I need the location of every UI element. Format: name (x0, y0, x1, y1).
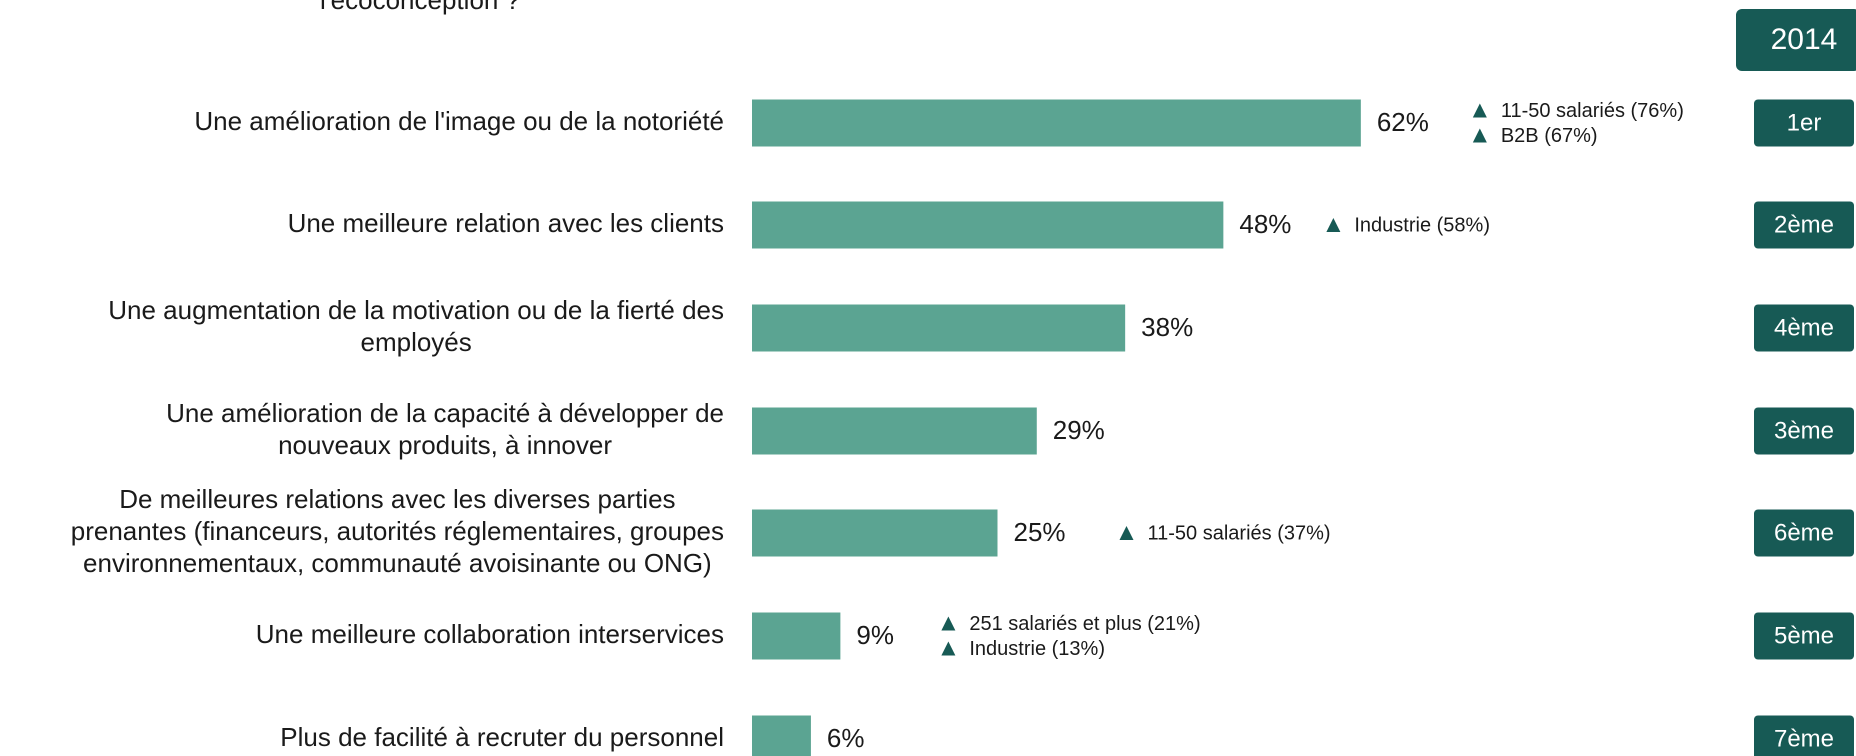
category-label: Une augmentation de la motivation ou de … (108, 295, 724, 325)
category-label: environnementaux, communauté avoisinante… (83, 548, 712, 578)
bar (752, 201, 1224, 249)
rank-badge (1754, 509, 1854, 557)
category-label: nouveaux produits, à innover (278, 430, 612, 460)
annotation: Industrie (13%) (969, 638, 1105, 660)
rank-label: 5ème (1774, 622, 1834, 649)
year-label: 2014 (1771, 23, 1838, 56)
annotation-arrow (1472, 128, 1487, 143)
year-badge (1736, 9, 1856, 71)
rank-badge (1754, 407, 1854, 455)
bar (752, 99, 1361, 147)
rank-badge (1754, 99, 1854, 147)
rank-badge (1754, 304, 1854, 352)
annotation: 11-50 salariés (76%) (1501, 100, 1684, 122)
chart-title: l'écoconception ? (320, 0, 520, 15)
bar (752, 304, 1126, 352)
rank-label: 2ème (1774, 211, 1834, 238)
annotation-arrow (1326, 218, 1341, 232)
rank-label: 6ème (1774, 519, 1834, 546)
bar (752, 612, 841, 660)
annotation-arrow (941, 616, 956, 631)
annotation-arrow (1472, 103, 1487, 118)
rank-label: 4ème (1774, 314, 1834, 341)
category-label: Une amélioration de la capacité à dévelo… (166, 398, 724, 428)
value-label: 62% (1377, 107, 1429, 137)
rank-label: 7ème (1774, 725, 1834, 752)
annotation-arrow (1119, 526, 1134, 540)
category-label: Une amélioration de l'image ou de la not… (194, 106, 724, 136)
rank-badge (1754, 201, 1854, 249)
annotation-arrow (941, 641, 956, 656)
value-label: 29% (1053, 415, 1105, 445)
annotation: B2B (67%) (1501, 125, 1598, 147)
category-label: prenantes (financeurs, autorités régleme… (71, 516, 724, 546)
rank-label: 1er (1787, 109, 1822, 136)
category-label: Une meilleure collaboration interservice… (256, 619, 724, 649)
category-label: Une meilleure relation avec les clients (288, 208, 724, 238)
category-label: Plus de facilité à recruter du personnel (280, 722, 724, 752)
annotation: 11-50 salariés (37%) (1148, 522, 1331, 544)
annotation: Industrie (58%) (1354, 214, 1490, 236)
value-label: 9% (856, 620, 894, 650)
annotation: 251 salariés et plus (21%) (969, 613, 1200, 635)
bar (752, 715, 811, 756)
value-label: 6% (827, 723, 865, 753)
bar (752, 509, 998, 557)
value-label: 38% (1141, 312, 1193, 342)
category-label: De meilleures relations avec les diverse… (119, 484, 675, 514)
category-label: employés (360, 327, 471, 357)
rank-label: 3ème (1774, 417, 1834, 444)
value-label: 25% (1014, 517, 1066, 547)
bar (752, 407, 1037, 455)
rank-badge (1754, 715, 1854, 756)
rank-badge (1754, 612, 1854, 660)
value-label: 48% (1239, 209, 1291, 239)
